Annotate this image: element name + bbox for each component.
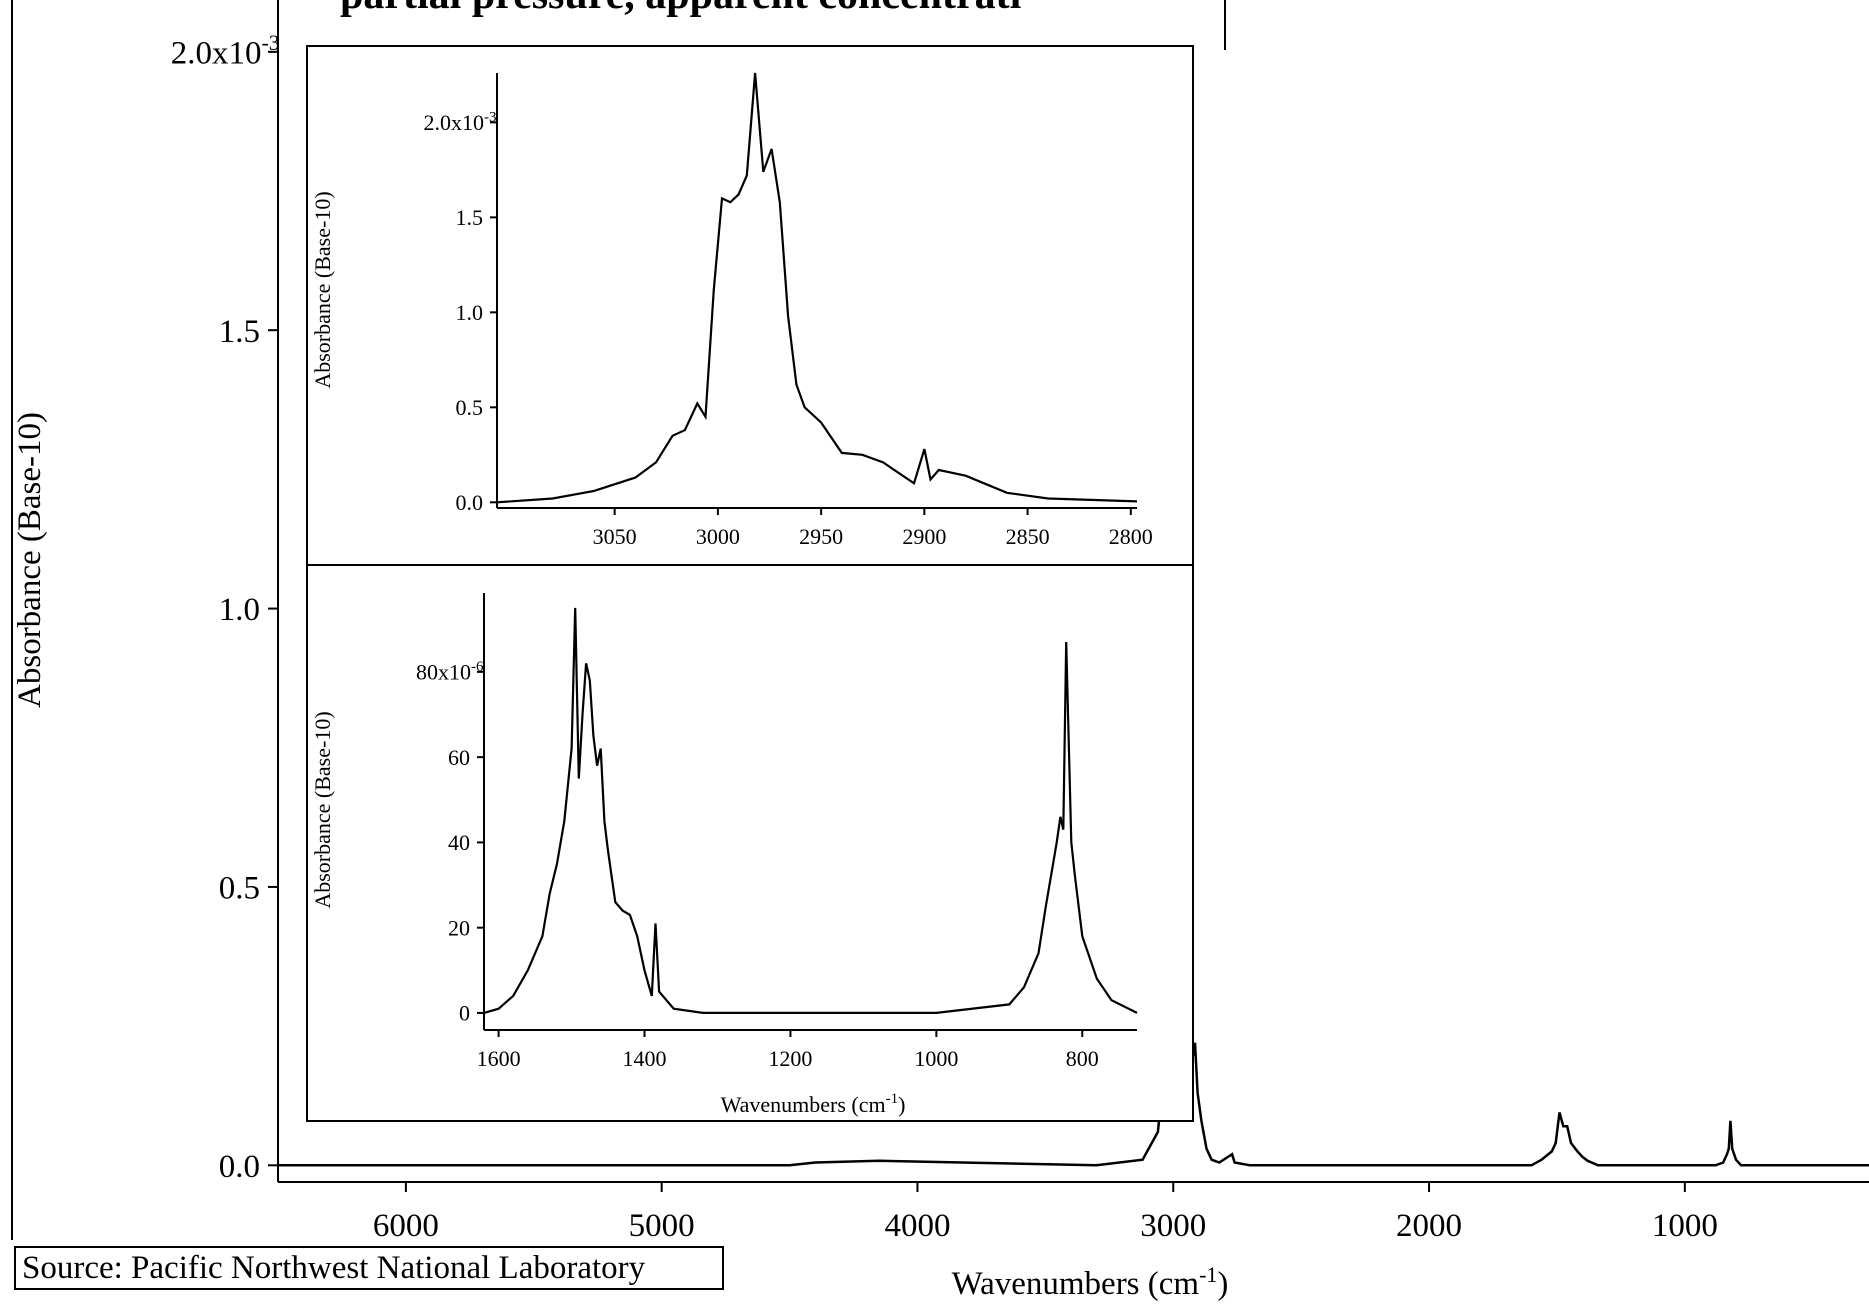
inset-bottom-plot: 1600 1400 1200 1000 800 0 20 40 60 80x10-6 Absorb… — [310, 593, 1138, 1117]
inset-bottom-y-tick-label: 0 — [459, 1001, 470, 1026]
main-x-tick-label: 4000 — [884, 1208, 950, 1244]
main-x-axis-label-sup: -1 — [1199, 1262, 1217, 1287]
chart-title: partial pressure, apparent concentrati — [340, 0, 1022, 18]
main-y-tick-label: 1.5 — [219, 314, 260, 350]
inset-bottom-x-axis-label-sup: -1 — [886, 1091, 899, 1107]
inset-top-x-tick-label: 2950 — [799, 524, 843, 549]
inset-bottom-x-axis-label: Wavenumbers (cm-1) — [721, 1091, 906, 1117]
main-x-tick-label: 1000 — [1652, 1208, 1718, 1244]
inset-bottom-y-axis-label: Absorbance (Base-10) — [310, 711, 335, 908]
inset-bottom-y-tick-label: 60 — [448, 745, 470, 770]
main-x-tick-label: 2000 — [1396, 1208, 1462, 1244]
inset-bottom-x-tick-label: 1000 — [914, 1046, 958, 1071]
inset-top-x-tick-label: 2800 — [1109, 524, 1153, 549]
inset-bottom-x-axis-label-text: Wavenumbers (cm — [721, 1092, 886, 1117]
main-x-tick-label: 6000 — [373, 1208, 439, 1244]
main-y-tick-label: 1.0 — [219, 592, 260, 628]
main-x-tick-label: 3000 — [1140, 1208, 1206, 1244]
inset-box — [306, 45, 1194, 1122]
inset-top-y-tick-label: 1.5 — [456, 205, 484, 230]
inset-top-x-tick-label: 2850 — [1006, 524, 1050, 549]
inset-bottom-y-tick-label: 20 — [448, 915, 470, 940]
main-y-tick-label: 0.5 — [219, 870, 260, 906]
main-x-axis-label-close: ) — [1217, 1266, 1228, 1302]
main-plot: 6000 5000 4000 3000 2000 1000 0.0 0.5 1.0 1.5 2.0x… — [12, 0, 1869, 1302]
inset-bottom-x-axis-label-close: ) — [898, 1092, 905, 1117]
inset-bottom-x-tick-label: 1200 — [768, 1046, 812, 1071]
source-text: Source: Pacific Northwest National Labor… — [22, 1250, 646, 1286]
main-x-tick-label: 5000 — [629, 1208, 695, 1244]
inset-top-y-tick-label: 0.5 — [456, 395, 484, 420]
inset-top-y-axis-label: Absorbance (Base-10) — [310, 191, 335, 388]
inset-bottom-x-tick-label: 1400 — [623, 1046, 667, 1071]
inset-top-plot: 3050 3000 2950 2900 2850 2800 0.0 0.5 1.0 1.5 2.0x… — [310, 72, 1153, 549]
main-x-axis-label: Wavenumbers (cm-1) — [952, 1262, 1229, 1302]
inset-bottom-y-tick-label: 80x10-6 — [416, 659, 484, 685]
inset-bottom-x-tick-label: 1600 — [477, 1046, 521, 1071]
inset-top-y-tick-label: 2.0x10-3 — [424, 109, 497, 135]
inset-bottom-spectrum-line — [483, 607, 1138, 1014]
inset-top-y-tick-label: 1.0 — [456, 300, 484, 325]
inset-top-x-tick-label: 2900 — [902, 524, 946, 549]
source-box: Source: Pacific Northwest National Labor… — [14, 1246, 724, 1290]
inset-bottom-x-tick-label: 800 — [1066, 1046, 1099, 1071]
main-y-tick-label: 0.0 — [219, 1149, 260, 1185]
inset-top-spectrum-line — [496, 72, 1138, 504]
main-y-axis-label: Absorbance (Base-10) — [12, 412, 48, 708]
inset-top-y-tick-label: 0.0 — [456, 490, 484, 515]
inset-top-x-tick-label: 3050 — [593, 524, 637, 549]
main-y-tick-label: 2.0x10-3 — [171, 30, 280, 71]
inset-bottom-y-tick-label: 40 — [448, 830, 470, 855]
main-x-axis-label-text: Wavenumbers (cm — [952, 1266, 1200, 1302]
inset-top-x-tick-label: 3000 — [696, 524, 740, 549]
